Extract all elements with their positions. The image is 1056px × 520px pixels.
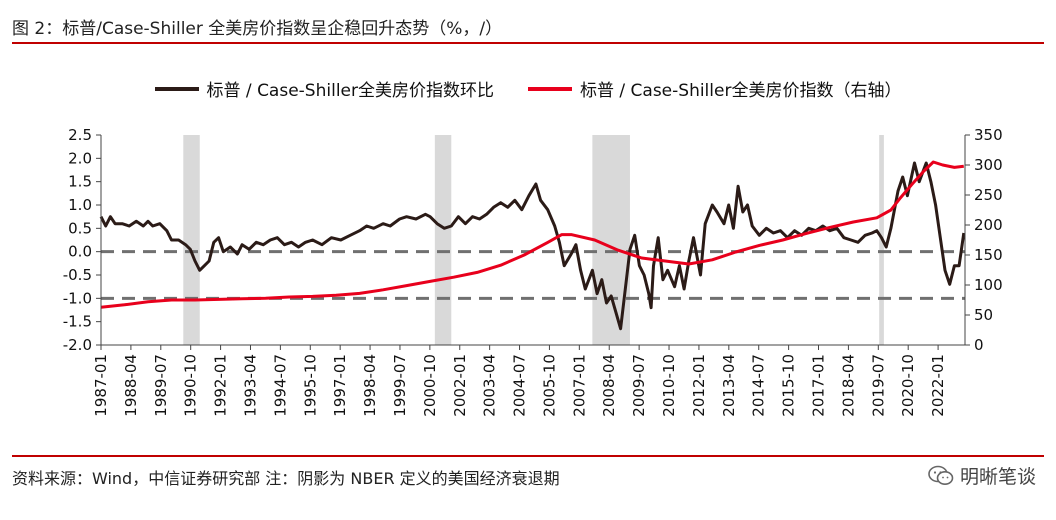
x-tick-label-2: 1989-07 <box>152 354 170 417</box>
x-tick-label-28: 2022-01 <box>929 354 947 417</box>
series-line-index <box>100 160 964 309</box>
x-tick-label-26: 2019-07 <box>869 354 887 417</box>
y-right-tick-label-7: 350 <box>974 126 1003 144</box>
x-tick-label-6: 1994-07 <box>271 354 289 417</box>
x-tick-label-7: 1995-10 <box>301 354 319 417</box>
title-rule <box>12 42 1044 44</box>
x-tick-label-3: 1990-10 <box>182 354 200 417</box>
y-left-tick-label-9: 2.5 <box>68 126 92 144</box>
y-left-tick-label-6: 1.0 <box>68 196 92 214</box>
y-right-tick-label-3: 150 <box>974 246 1003 264</box>
x-tick-label-9: 1998-04 <box>361 354 379 417</box>
wechat-icon <box>928 465 954 485</box>
watermark-text: 明晰笔谈 <box>959 466 1036 488</box>
x-tick-label-12: 2002-01 <box>451 354 469 417</box>
source-note: 资料来源：Wind，中信证券研究部 注：阴影为 NBER 定义的美国经济衰退期 <box>12 469 560 488</box>
x-tick-label-24: 2017-01 <box>810 354 828 417</box>
y-right-tick-label-6: 300 <box>974 156 1003 174</box>
legend-swatch-mom <box>154 86 199 91</box>
legend: 标普 / Case-Shiller全美房价指数环比 标普 / Case-Shil… <box>0 76 1056 101</box>
x-tick-label-11: 2000-10 <box>421 354 439 417</box>
y-left-tick-label-0: -2.0 <box>63 336 92 354</box>
x-tick-label-15: 2005-10 <box>540 354 558 417</box>
recession-shade-1 <box>434 135 452 345</box>
x-tick-label-5: 1993-04 <box>241 354 259 417</box>
legend-label-index: 标普 / Case-Shiller全美房价指数（右轴） <box>580 81 902 101</box>
y-right-tick-label-0: 0 <box>974 336 984 354</box>
y-right-tick-label-4: 200 <box>974 216 1003 234</box>
recession-shade-0 <box>183 135 200 345</box>
x-tick-label-22: 2014-07 <box>750 354 768 417</box>
x-tick-label-13: 2003-04 <box>481 354 499 417</box>
legend-item-mom: 标普 / Case-Shiller全美房价指数环比 <box>154 76 494 101</box>
x-tick-label-23: 2015-10 <box>780 354 798 417</box>
legend-item-index: 标普 / Case-Shiller全美房价指数（右轴） <box>528 76 901 101</box>
y-right-tick-label-2: 100 <box>974 276 1003 294</box>
x-tick-label-21: 2013-04 <box>720 354 738 417</box>
y-left-tick-label-5: 0.5 <box>68 219 92 237</box>
y-right-tick-label-1: 50 <box>974 306 993 324</box>
legend-label-mom: 标普 / Case-Shiller全美房价指数环比 <box>206 81 494 101</box>
x-tick-label-19: 2010-10 <box>660 354 678 417</box>
y-right-tick-label-5: 250 <box>974 186 1003 204</box>
footer-rule <box>12 455 1044 457</box>
series-line-mom <box>99 161 966 331</box>
x-tick-label-10: 1999-07 <box>391 354 409 417</box>
watermark: 明晰笔谈 <box>928 462 1036 489</box>
x-tick-label-1: 1988-04 <box>122 354 140 417</box>
x-tick-label-20: 2012-01 <box>690 354 708 417</box>
y-left-tick-label-1: -1.5 <box>63 313 92 331</box>
y-left-tick-label-4: 0.0 <box>68 243 92 261</box>
x-tick-label-18: 2009-07 <box>630 354 648 417</box>
axes: -2.0 -1.5 -1.0 -0.5 0.0 0.5 1.0 1.5 2.0 2.5 0 50 100… <box>63 126 1003 417</box>
y-left-tick-label-2: -1.0 <box>63 289 92 307</box>
x-tick-label-27: 2020-10 <box>899 354 917 417</box>
x-tick-label-8: 1997-01 <box>331 354 349 417</box>
reference-lines <box>101 250 965 300</box>
series-lines <box>99 160 966 331</box>
x-tick-label-4: 1992-01 <box>212 354 230 417</box>
x-tick-label-17: 2008-04 <box>600 354 618 417</box>
y-left-tick-label-8: 2.0 <box>68 149 92 167</box>
y-left-tick-label-3: -0.5 <box>63 266 92 284</box>
chart-title: 图 2：标普/Case-Shiller 全美房价指数呈企稳回升态势（%，/） <box>12 19 503 39</box>
x-tick-label-0: 1987-01 <box>92 354 110 417</box>
y-left-tick-label-7: 1.5 <box>68 173 92 191</box>
legend-swatch-index <box>528 86 572 91</box>
x-tick-label-25: 2018-04 <box>839 354 857 417</box>
x-tick-label-14: 2004-07 <box>511 354 529 417</box>
x-tick-label-16: 2007-01 <box>570 354 588 417</box>
